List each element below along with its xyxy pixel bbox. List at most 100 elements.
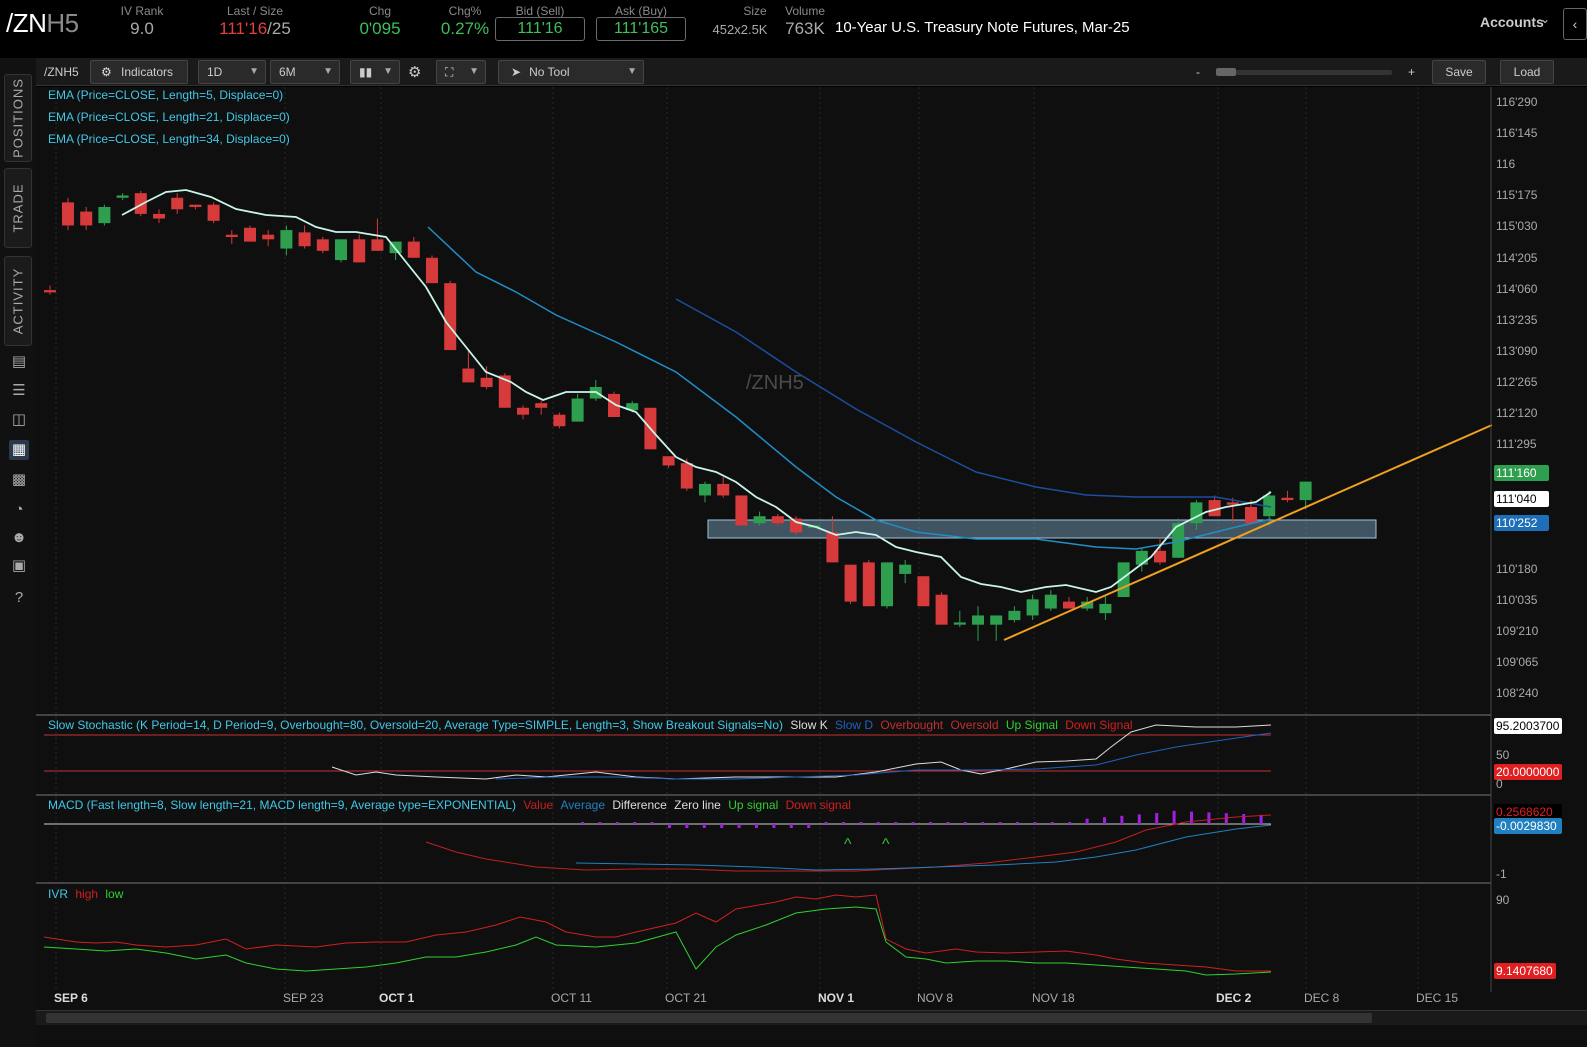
chart-area[interactable]: ^ ^ EMA (Price=CLOSE, Length=5, Displace…: [36, 87, 1587, 1047]
candle[interactable]: [116, 195, 129, 198]
candle[interactable]: [153, 213, 165, 219]
candle[interactable]: [262, 234, 275, 240]
candle[interactable]: [735, 495, 748, 526]
settings-icon[interactable]: ⚙: [408, 64, 422, 81]
candle[interactable]: [462, 368, 475, 383]
ema34-label[interactable]: EMA (Price=CLOSE, Length=34, Displace=0): [48, 132, 290, 146]
trendline[interactable]: [1003, 424, 1493, 641]
candle[interactable]: [426, 257, 438, 284]
candle[interactable]: [98, 207, 111, 224]
candle[interactable]: [225, 234, 238, 237]
candle[interactable]: [1263, 495, 1276, 517]
accounts-menu[interactable]: Accounts: [1480, 14, 1544, 30]
aggregation-select[interactable]: 1D ▼: [198, 60, 266, 84]
tab-activity[interactable]: ACTIVITY: [4, 256, 32, 346]
candle[interactable]: [1044, 594, 1057, 609]
chart-symbol-field[interactable]: /ZNH5: [44, 65, 79, 79]
studies-select[interactable]: ⛶ ▼: [436, 60, 486, 84]
horizontal-scrollbar[interactable]: [36, 1010, 1587, 1025]
candle[interactable]: [1099, 603, 1112, 614]
load-button[interactable]: Load: [1500, 60, 1554, 84]
candle[interactable]: [1026, 599, 1039, 616]
ema5-label[interactable]: EMA (Price=CLOSE, Length=5, Displace=0): [48, 88, 284, 102]
zoom-slider[interactable]: [1216, 70, 1392, 75]
calendar-icon[interactable]: ▣: [11, 557, 27, 574]
stochastic-legend[interactable]: Slow Stochastic (K Period=14, D Period=9…: [48, 718, 1133, 732]
zoom-slider-thumb[interactable]: [1216, 68, 1236, 76]
candle[interactable]: [571, 398, 584, 422]
candle[interactable]: [280, 230, 293, 249]
support-zone[interactable]: [707, 519, 1377, 539]
tab-trade[interactable]: TRADE: [4, 168, 32, 248]
candle[interactable]: [44, 290, 56, 293]
symbol-title[interactable]: /ZNH5: [6, 8, 79, 38]
list-icon[interactable]: ☰: [12, 382, 26, 399]
candle[interactable]: [207, 204, 220, 221]
candle[interactable]: [244, 227, 256, 242]
candle[interactable]: [480, 377, 493, 387]
candle[interactable]: [553, 414, 566, 427]
candle[interactable]: [335, 239, 347, 261]
candle[interactable]: [1281, 497, 1294, 501]
candle[interactable]: [535, 403, 548, 408]
candle[interactable]: [917, 576, 930, 607]
candle[interactable]: [371, 239, 384, 251]
candle[interactable]: [1063, 601, 1075, 609]
candle[interactable]: [498, 375, 511, 408]
candle[interactable]: [517, 407, 529, 415]
candle[interactable]: [80, 211, 93, 226]
drawing-tool-select[interactable]: ➤ No Tool ▼: [498, 60, 644, 84]
zoom-in-button[interactable]: +: [1408, 65, 1416, 79]
charts-icon[interactable]: ▦: [9, 440, 29, 460]
help-icon[interactable]: ?: [14, 589, 24, 606]
zoom-out-button[interactable]: -: [1196, 65, 1200, 79]
save-button[interactable]: Save: [1432, 60, 1486, 84]
candle[interactable]: [608, 393, 620, 417]
bid-sell-button[interactable]: 111'16: [495, 17, 585, 41]
candle[interactable]: [1154, 550, 1166, 563]
candle[interactable]: [1008, 610, 1021, 621]
candle[interactable]: [899, 564, 912, 574]
gauge-icon[interactable]: ◔: [14, 501, 24, 518]
candle[interactable]: [844, 564, 857, 602]
ivr-legend[interactable]: IVR high low: [48, 887, 124, 901]
candle[interactable]: [316, 239, 329, 251]
candle[interactable]: [881, 562, 893, 607]
people-icon[interactable]: ☻: [11, 529, 27, 546]
chevron-down-icon[interactable]: ⌄: [1540, 12, 1551, 26]
candle[interactable]: [753, 516, 766, 524]
candle[interactable]: [935, 594, 948, 625]
candle[interactable]: [626, 403, 639, 411]
candle[interactable]: [1245, 507, 1257, 524]
candle[interactable]: [1208, 500, 1221, 517]
candle[interactable]: [389, 241, 402, 254]
chart-style-select[interactable]: ▮▮ ▼: [350, 60, 400, 84]
candle[interactable]: [972, 615, 984, 625]
indicators-button[interactable]: ⚙ Indicators: [90, 60, 188, 84]
candle[interactable]: [699, 483, 711, 496]
ask-buy-button[interactable]: 111'165: [596, 17, 686, 41]
candle[interactable]: [1172, 523, 1185, 558]
candle[interactable]: [171, 197, 184, 210]
candle[interactable]: [717, 483, 730, 496]
candle[interactable]: [1226, 502, 1239, 505]
candle[interactable]: [771, 516, 784, 524]
candle[interactable]: [407, 241, 420, 258]
candle[interactable]: [662, 456, 675, 466]
candle[interactable]: [1299, 481, 1312, 501]
tv-icon[interactable]: ◫: [11, 411, 27, 428]
candle[interactable]: [62, 202, 74, 226]
macd-legend[interactable]: MACD (Fast length=8, Slow length=21, MAC…: [48, 798, 851, 812]
grid-icon[interactable]: ▩: [11, 471, 27, 488]
ema21-label[interactable]: EMA (Price=CLOSE, Length=21, Displace=0): [48, 110, 290, 124]
candle[interactable]: [953, 622, 966, 625]
candle[interactable]: [444, 283, 457, 351]
tab-positions[interactable]: POSITIONS: [4, 74, 32, 162]
candle[interactable]: [862, 562, 875, 607]
candle[interactable]: [1081, 601, 1094, 609]
candle[interactable]: [826, 532, 839, 563]
candle[interactable]: [1135, 550, 1148, 565]
candle[interactable]: [990, 615, 1003, 625]
candle[interactable]: [790, 518, 802, 533]
candle[interactable]: [189, 204, 202, 207]
